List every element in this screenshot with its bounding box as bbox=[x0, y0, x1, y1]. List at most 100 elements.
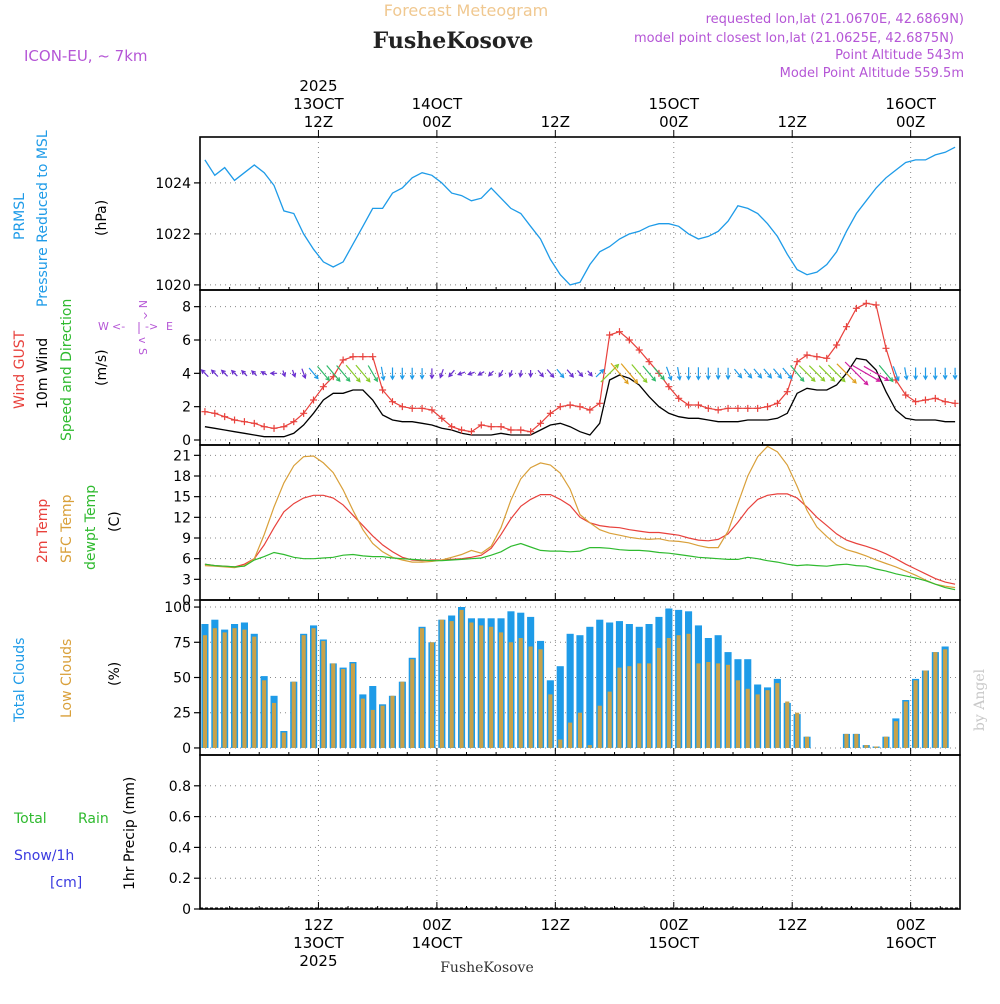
gust-marker bbox=[211, 409, 219, 417]
temp-legend-sfc: SFC Temp bbox=[59, 494, 75, 563]
temperature-ytick-label: 3 bbox=[182, 572, 191, 588]
low-cloud-bar bbox=[883, 736, 888, 748]
wind-direction-arrow bbox=[733, 368, 743, 379]
closest-point: model point closest lon,lat (21.0625E, 4… bbox=[634, 31, 954, 46]
wind-direction-arrow bbox=[308, 367, 319, 380]
wind-ytick-label: 4 bbox=[182, 366, 191, 382]
wind-direction-arrow bbox=[345, 364, 361, 383]
gust-marker bbox=[379, 386, 387, 394]
low-cloud-bar bbox=[933, 652, 938, 748]
wind-direction-arrow bbox=[291, 369, 297, 378]
gust-marker bbox=[290, 418, 298, 426]
gust-marker bbox=[803, 351, 811, 359]
total-cloud-bar bbox=[596, 619, 604, 748]
gust-marker bbox=[912, 398, 920, 406]
precip-panel: 0 0.2 0.4 0.6 0.8 bbox=[169, 755, 960, 918]
low-cloud-bar bbox=[755, 694, 760, 748]
temperature-ytick-label: 9 bbox=[182, 531, 191, 547]
temperature-ytick-label: 18 bbox=[173, 469, 191, 485]
gust-marker bbox=[319, 383, 327, 391]
gust-marker bbox=[586, 406, 594, 414]
low-cloud-bar bbox=[745, 688, 750, 748]
gust-marker bbox=[408, 404, 416, 412]
total-cloud-bar bbox=[606, 622, 614, 748]
precip-frame bbox=[199, 754, 961, 910]
gust-marker bbox=[941, 398, 949, 406]
wind-direction-arrow bbox=[250, 370, 258, 377]
gust-marker bbox=[438, 414, 446, 422]
wind-direction-arrow bbox=[448, 369, 455, 378]
gust-marker bbox=[872, 301, 880, 309]
gust-marker bbox=[517, 426, 525, 434]
low-cloud-bar bbox=[252, 636, 257, 748]
bottom-time-label: 00Z bbox=[422, 916, 451, 934]
low-cloud-bar bbox=[854, 733, 859, 748]
wind-direction-arrow bbox=[715, 367, 721, 381]
top-time-label: 13OCT bbox=[293, 95, 344, 113]
wind-direction-arrow bbox=[389, 367, 395, 381]
wind-direction-arrow bbox=[620, 363, 639, 384]
gust-marker bbox=[280, 423, 288, 431]
point-altitude: Point Altitude 543m bbox=[835, 48, 964, 63]
gust-marker bbox=[882, 344, 890, 352]
wind-direction-arrow bbox=[518, 369, 524, 378]
temperature-ytick-label: 12 bbox=[173, 510, 191, 526]
gust-marker bbox=[201, 408, 209, 416]
compass-arrow-right: -> bbox=[145, 320, 158, 333]
low-cloud-bar bbox=[439, 619, 444, 748]
low-cloud-bar bbox=[350, 663, 355, 748]
wind-legend-10m: 10m Wind bbox=[35, 338, 51, 409]
precip-legend-rain: Rain bbox=[78, 811, 109, 827]
gust-marker bbox=[744, 404, 752, 412]
temp-dewpt-line bbox=[204, 542, 956, 591]
wind-direction-arrow bbox=[808, 365, 826, 382]
low-cloud-bar bbox=[469, 622, 474, 748]
bottom-time-label: 12Z bbox=[541, 916, 570, 934]
wind-gust-line bbox=[204, 302, 956, 433]
wind-direction-arrow bbox=[281, 370, 287, 378]
gust-marker bbox=[477, 421, 485, 429]
wind-direction-arrow bbox=[409, 367, 415, 381]
bottom-time-label: 12Z bbox=[304, 916, 333, 934]
low-cloud-bar bbox=[400, 681, 405, 748]
temp-legend-dewpt: dewpt Temp bbox=[83, 485, 99, 570]
gust-marker bbox=[764, 403, 772, 411]
wind-direction-arrow bbox=[892, 366, 900, 382]
bottom-time-label: 15OCT bbox=[649, 934, 700, 952]
temperature-ytick-label: 6 bbox=[182, 552, 191, 568]
wind-direction-arrow bbox=[952, 367, 958, 381]
pressure-legend: PRMSL Pressure Reduced to MSL (hPa) bbox=[12, 130, 110, 307]
wind-direction-arrow bbox=[220, 369, 229, 377]
low-cloud-bar bbox=[943, 649, 948, 748]
gust-marker bbox=[231, 416, 239, 424]
gust-marker bbox=[921, 396, 929, 404]
low-cloud-bar bbox=[341, 669, 346, 748]
temperature-frame bbox=[199, 444, 961, 601]
wind-direction-arrow bbox=[200, 369, 209, 378]
gust-marker bbox=[369, 353, 377, 361]
precip-ytick-label: 0.4 bbox=[169, 840, 191, 856]
pressure-legend-line1: PRMSL bbox=[12, 193, 28, 240]
low-cloud-bar bbox=[795, 712, 800, 748]
gust-marker bbox=[931, 394, 939, 402]
gust-marker bbox=[388, 398, 396, 406]
gust-marker bbox=[783, 388, 791, 396]
wind-legend: Wind GUST 10m Wind Speed and Direction (… bbox=[12, 299, 173, 441]
bottom-time-label: 00Z bbox=[659, 916, 688, 934]
low-cloud-bar bbox=[735, 680, 740, 748]
low-cloud-bar bbox=[262, 680, 267, 748]
wind-direction-arrow bbox=[743, 368, 753, 379]
wind-direction-arrow bbox=[587, 370, 593, 377]
top-time-label: 14OCT bbox=[412, 95, 463, 113]
wind-direction-arrow bbox=[863, 365, 890, 382]
temperature-ytick-label: 0 bbox=[182, 593, 191, 609]
temp-2m-line bbox=[204, 493, 956, 585]
top-time-label: 12Z bbox=[541, 113, 570, 131]
wind-direction-arrow bbox=[932, 367, 938, 381]
wind-direction-arrow bbox=[537, 369, 545, 378]
wind-direction-arrow bbox=[773, 368, 783, 379]
low-cloud-bar bbox=[923, 670, 928, 748]
wind-direction-arrow bbox=[399, 367, 405, 381]
low-cloud-bar bbox=[706, 662, 711, 748]
gust-marker bbox=[734, 404, 742, 412]
